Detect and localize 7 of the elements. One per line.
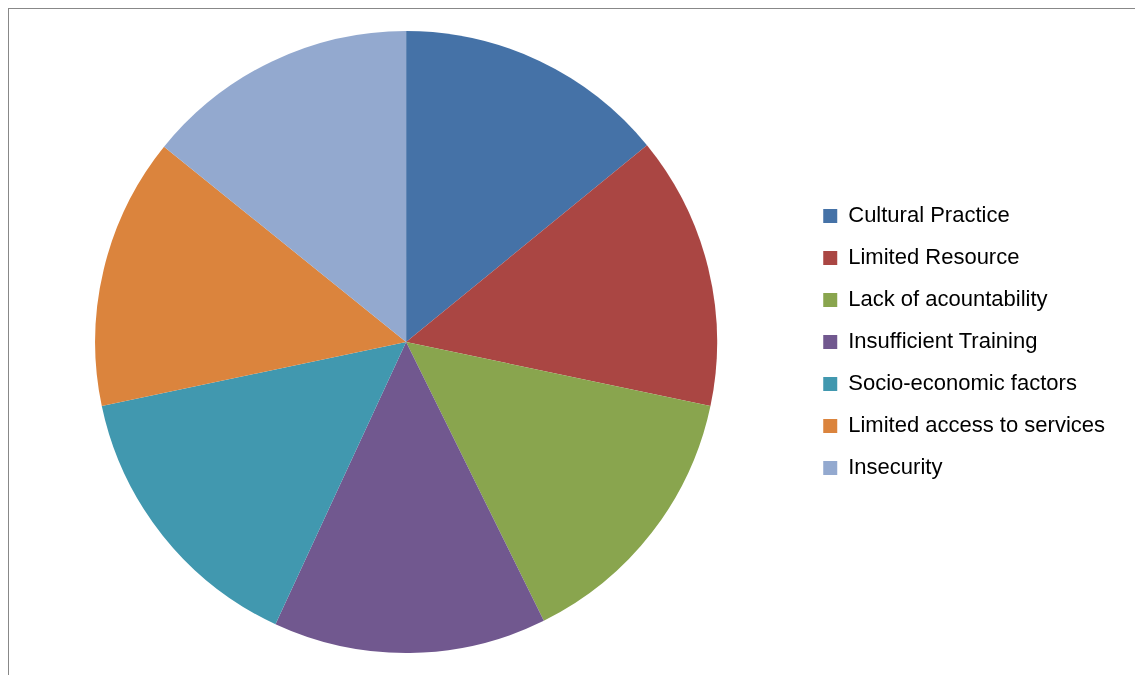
legend-label: Insecurity [848,454,943,480]
legend-label: Lack of acountability [848,286,1048,312]
legend-label: Cultural Practice [848,202,1010,228]
legend-label: Limited access to services [848,412,1106,438]
legend-label: Socio-economic factors [848,370,1077,396]
legend-label: Limited Resource [848,244,1020,270]
legend-label: Insufficient Training [848,328,1038,354]
